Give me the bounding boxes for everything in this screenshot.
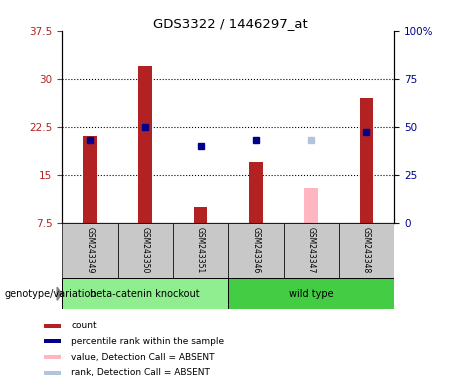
Bar [83,136,97,223]
Bar [44,324,60,328]
Text: GSM243346: GSM243346 [251,227,260,274]
Text: rank, Detection Call = ABSENT: rank, Detection Call = ABSENT [71,368,210,377]
Text: GSM243350: GSM243350 [141,227,150,274]
FancyBboxPatch shape [173,223,228,278]
Bar [44,339,60,343]
Text: GSM243348: GSM243348 [362,227,371,274]
Text: GSM243347: GSM243347 [307,227,316,274]
FancyBboxPatch shape [228,278,394,309]
FancyBboxPatch shape [284,223,339,278]
Text: GSM243349: GSM243349 [85,227,95,274]
Bar [360,98,373,223]
Bar [44,355,60,359]
Text: GDS3322 / 1446297_at: GDS3322 / 1446297_at [153,17,308,30]
Text: beta-catenin knockout: beta-catenin knockout [90,289,200,299]
FancyBboxPatch shape [339,223,394,278]
Bar [194,207,207,223]
FancyBboxPatch shape [228,223,284,278]
FancyBboxPatch shape [62,278,228,309]
Text: genotype/variation: genotype/variation [5,289,97,299]
Text: GSM243351: GSM243351 [196,227,205,274]
Text: percentile rank within the sample: percentile rank within the sample [71,337,225,346]
FancyBboxPatch shape [118,223,173,278]
Text: wild type: wild type [289,289,333,299]
Bar [304,187,318,223]
Bar [138,66,152,223]
Text: count: count [71,321,97,330]
Bar [249,162,263,223]
FancyBboxPatch shape [62,223,118,278]
Text: value, Detection Call = ABSENT: value, Detection Call = ABSENT [71,353,215,361]
Polygon shape [57,287,62,300]
Bar [44,371,60,374]
